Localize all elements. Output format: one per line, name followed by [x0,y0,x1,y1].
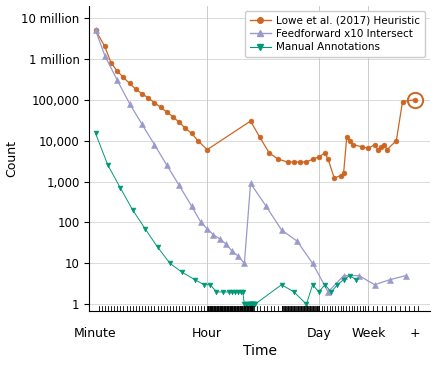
Text: Day: Day [307,327,331,340]
Text: Hour: Hour [192,327,222,340]
Y-axis label: Count: Count [6,140,19,176]
Text: Minute: Minute [74,327,117,340]
Text: Week: Week [351,327,385,340]
Legend: Lowe et al. (2017) Heuristic, Feedforward x10 Intersect, Manual Annotations: Lowe et al. (2017) Heuristic, Feedforwar… [245,11,425,58]
Text: Time: Time [243,344,277,358]
Text: +: + [410,327,420,340]
